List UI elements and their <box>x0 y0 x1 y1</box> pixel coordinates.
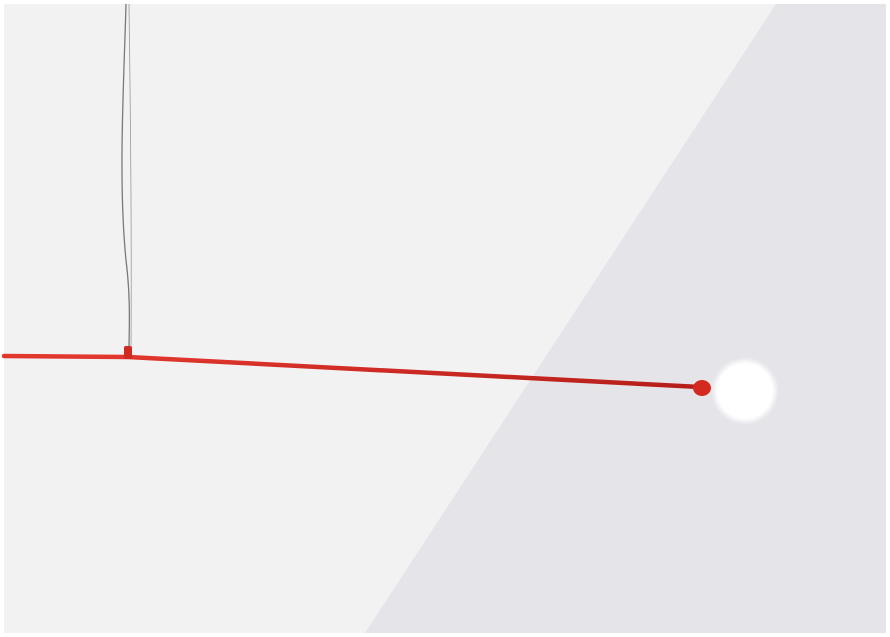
rod-connector <box>124 346 132 359</box>
end-cap <box>693 380 711 396</box>
light-globe <box>718 364 772 418</box>
suspension-cable <box>128 3 132 351</box>
shadow-region <box>365 4 886 633</box>
suspension-cable <box>121 3 131 351</box>
